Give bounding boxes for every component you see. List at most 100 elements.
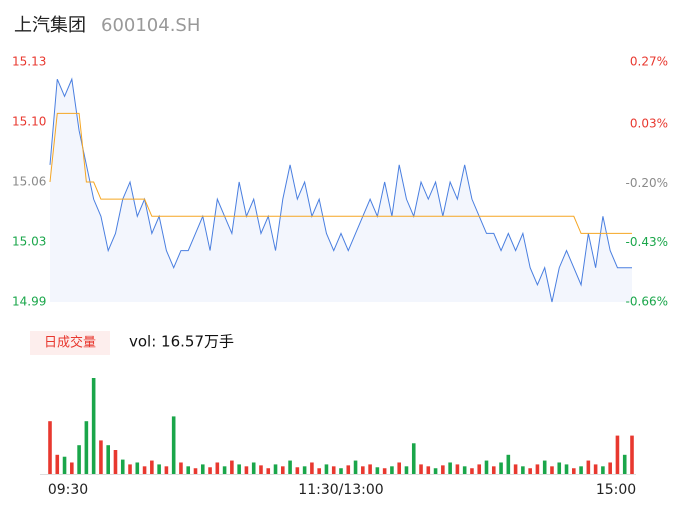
volume-bar — [441, 465, 445, 474]
volume-bar — [288, 460, 292, 474]
y-tick-label: 14.99 — [12, 295, 46, 309]
volume-bar — [186, 466, 191, 474]
volume-bar — [62, 456, 67, 474]
stock-code: 600104.SH — [101, 15, 200, 36]
volume-bar — [411, 443, 416, 474]
volume-bar — [317, 468, 321, 474]
volume-button[interactable] — [30, 331, 110, 355]
volume-bar — [339, 468, 343, 474]
volume-bar — [361, 466, 365, 474]
x-tick-label: 11:30/13:00 — [298, 482, 383, 498]
volume-bar — [535, 464, 540, 474]
volume-bar — [324, 464, 329, 474]
y-tick-label: 15.10 — [12, 115, 46, 129]
volume-bar — [390, 466, 394, 474]
volume-bar — [259, 465, 263, 474]
price-line — [49, 77, 632, 303]
volume-bar — [608, 462, 612, 474]
volume-bar — [106, 445, 110, 474]
average-line — [49, 112, 632, 234]
volume-bar — [273, 464, 278, 474]
volume-bar — [572, 468, 576, 474]
volume-bar — [593, 464, 598, 474]
volume-bar — [521, 466, 525, 474]
volume-bar — [244, 466, 249, 474]
volume-button-label[interactable]: 日成交量 — [44, 335, 96, 351]
y2-tick-label: 0.03% — [630, 116, 668, 130]
volume-bar — [91, 378, 96, 474]
volume-bar — [550, 466, 554, 474]
volume-bar — [128, 464, 132, 474]
volume-bar — [455, 464, 460, 474]
price-area — [50, 79, 632, 303]
y2-tick-label: -0.66% — [626, 295, 668, 309]
volume-bar — [601, 466, 605, 474]
volume-bar — [215, 462, 220, 474]
volume-bar — [237, 464, 241, 474]
volume-bar — [542, 460, 547, 474]
volume-bar — [499, 462, 503, 474]
volume-bar — [622, 454, 627, 474]
y-tick-label: 15.13 — [12, 55, 46, 69]
volume-bar — [84, 421, 89, 474]
volume-bar — [164, 466, 169, 474]
volume-bar — [528, 468, 532, 474]
volume-label: vol: 16.57万手 — [129, 333, 234, 351]
volume-bar — [157, 464, 161, 474]
volume-bar — [586, 460, 591, 474]
y2-tick-label: 0.27% — [630, 55, 668, 69]
volume-bar — [150, 460, 154, 474]
volume-bar — [353, 460, 358, 474]
volume-bar — [222, 466, 227, 474]
x-tick-label: 15:00 — [596, 482, 636, 498]
volume-bar — [557, 462, 562, 474]
volume-bar — [171, 416, 176, 474]
y-tick-label: 15.03 — [12, 235, 46, 249]
volume-bar — [382, 468, 387, 474]
volume-bar — [470, 468, 474, 474]
stock-name: 上汽集团 — [14, 15, 86, 36]
y2-tick-label: -0.20% — [626, 176, 668, 190]
volume-bar — [208, 467, 212, 474]
volume-bar — [484, 460, 489, 474]
volume-bar — [295, 467, 300, 474]
volume-bar — [564, 464, 569, 474]
volume-bar — [302, 466, 307, 474]
volume-bar — [310, 462, 314, 474]
volume-bar — [477, 464, 482, 474]
volume-bar — [368, 464, 372, 474]
volume-bar — [200, 464, 205, 474]
volume-bar — [579, 466, 583, 474]
volume-bar — [193, 468, 198, 474]
volume-bar — [142, 466, 147, 474]
volume-bar — [331, 466, 336, 474]
volume-bar — [397, 462, 401, 474]
volume-bar — [281, 466, 285, 474]
volume-bar — [433, 468, 438, 474]
volume-bar — [179, 462, 183, 474]
volume-bar — [55, 454, 60, 474]
volume-bar — [70, 462, 74, 474]
y2-tick-label: -0.43% — [626, 235, 668, 249]
volume-bar — [426, 466, 431, 474]
volume-bar — [77, 445, 81, 474]
volume-bar — [513, 464, 518, 474]
volume-bar — [99, 440, 103, 474]
volume-bar — [462, 466, 467, 474]
volume-bar — [135, 462, 140, 474]
volume-bar — [404, 466, 409, 474]
volume-bar — [491, 466, 496, 474]
volume-bar — [615, 435, 620, 474]
volume-bar — [48, 421, 52, 474]
volume-bar — [113, 450, 118, 474]
volume-bar — [251, 462, 256, 474]
volume-bar — [120, 459, 125, 474]
volume-bar — [419, 464, 423, 474]
y-tick-label: 15.06 — [12, 175, 46, 189]
x-tick-label: 09:30 — [48, 482, 88, 498]
volume-bar — [266, 468, 271, 474]
volume-bar — [506, 454, 511, 474]
volume-bar — [375, 467, 380, 474]
